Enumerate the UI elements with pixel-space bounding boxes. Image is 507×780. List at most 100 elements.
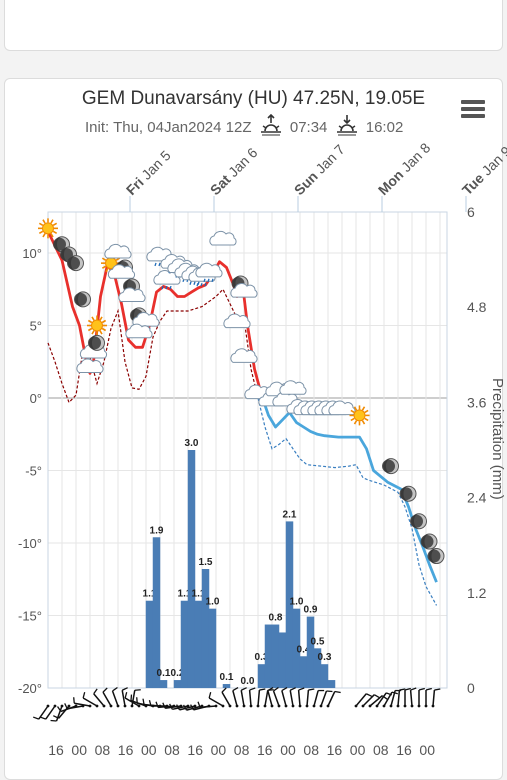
precip-label: 1.5 [199,557,213,568]
right-tick-label: 6 [467,204,475,220]
precip-label: 1.1 [143,589,157,600]
precip-bar [145,600,154,688]
precip-bar [208,608,217,688]
hour-tick-label: 16 [48,742,64,758]
sun-icon [349,405,370,426]
precip-label: 0.2 [171,668,185,679]
wind-barb-icon [169,703,190,711]
wind-barb-icon [93,688,106,708]
hour-tick-label: 08 [373,742,389,758]
sunrise-icon [260,114,281,136]
precip-bar [264,624,273,688]
moon-icon [399,485,417,502]
wind-barb-icon [409,687,417,708]
sun-icon [38,218,58,239]
left-tick-label: 5° [30,319,42,334]
wind-barb-icon [361,694,380,708]
precip-bar [194,600,203,688]
wind-barb-icon [73,697,92,708]
left-tick-label: 0° [30,391,42,406]
hour-tick-label: 16 [396,742,412,758]
day-label: Sat Jan 6 [207,144,261,198]
wind-barb-icon [111,686,120,708]
right-tick-label: 4.8 [467,299,487,315]
hour-tick-label: 00 [141,742,157,758]
precip-bar [320,664,329,688]
wind-barb-icon [354,693,372,708]
hour-tick-label: 16 [118,742,134,758]
hour-tick-label: 08 [164,742,180,758]
wind-barb-icon [124,692,141,708]
moon-icon [420,533,438,550]
precip-bar [285,521,294,688]
wind-barb-icon [130,689,141,708]
precip-label: 1.0 [290,597,304,608]
precip-label: 2.1 [283,509,297,520]
chart-title: GEM Dunavarsány (HU) 47.25N, 19.05E [81,88,426,109]
right-tick-label: 0 [467,680,475,696]
hour-tick-label: 00 [419,742,435,758]
right-tick-label: 2.4 [467,490,487,506]
precip-label: 0.3 [255,652,269,663]
hour-tick-label: 16 [327,742,343,758]
precip-bar [313,648,322,688]
precip-label: 0.1 [220,672,234,683]
right-axis-title: Precipitation (mm) [489,378,506,500]
moon-icon [74,291,91,308]
wind-barb-icon [208,692,225,708]
rain-icon [195,262,223,283]
rain-icon [153,270,181,290]
moon-icon [410,513,427,530]
hour-tick-label: 08 [303,742,319,758]
precip-bar [152,537,161,688]
right-tick-label: 3.6 [467,394,487,410]
precip-label: 1.0 [206,597,220,608]
left-tick-label: 10° [22,246,42,261]
day-label: Fri Jan 5 [123,147,174,198]
wind-barb-icon [431,688,441,708]
wind-barb-icon [240,687,247,708]
wind-barb-icon [297,687,305,708]
hour-tick-label: 00 [280,742,296,758]
wind-barb-icon [121,687,128,708]
hour-tick-label: 16 [257,742,273,758]
menu-icon[interactable] [459,98,487,120]
day-label: Sun Jan 7 [291,141,348,198]
precip-label: 0.9 [304,605,318,616]
precip-bar [173,680,182,688]
hour-tick-label: 08 [234,742,250,758]
right-tick-label: 1.2 [467,585,487,601]
moon-icon [88,334,105,351]
precip-label: 1.1 [178,589,192,600]
moon-icon [382,458,399,475]
wind-barb-icon [424,687,432,708]
wind-barb-icon [197,701,218,709]
cloud-icon [107,264,136,279]
day-label: Tue Jan 9 [459,143,507,198]
wind-barbs [32,686,441,722]
wind-barb-icon [305,688,315,708]
cloud-icon [104,243,132,259]
day-label: Mon Jan 8 [375,139,434,198]
wind-barb-icon [256,688,266,708]
wind-barb-icon [396,688,406,708]
precip-bar [292,608,301,688]
weather-icons [38,218,445,565]
wind-barb-icon [248,687,256,708]
dewpoint-line-cold [257,397,438,606]
precip-label: 0.1 [157,668,171,679]
precip-bar [222,684,231,688]
precip-label: 1.9 [150,525,164,536]
precip-bar [257,664,266,688]
cloud-icon [125,323,153,339]
wind-barb-icon [267,686,274,708]
precip-bar [201,569,210,688]
precip-label: 0.3 [318,652,332,663]
precip-label: 1.1 [192,589,206,600]
plot-frame [47,211,448,689]
precip-label: 0.0 [241,676,255,687]
previous-card [4,0,503,51]
precipitation-bars: 1.11.90.1 0.21.13.01.11.51.00.1 0.00.30.82… [143,438,336,688]
cloud-icon [76,358,104,374]
